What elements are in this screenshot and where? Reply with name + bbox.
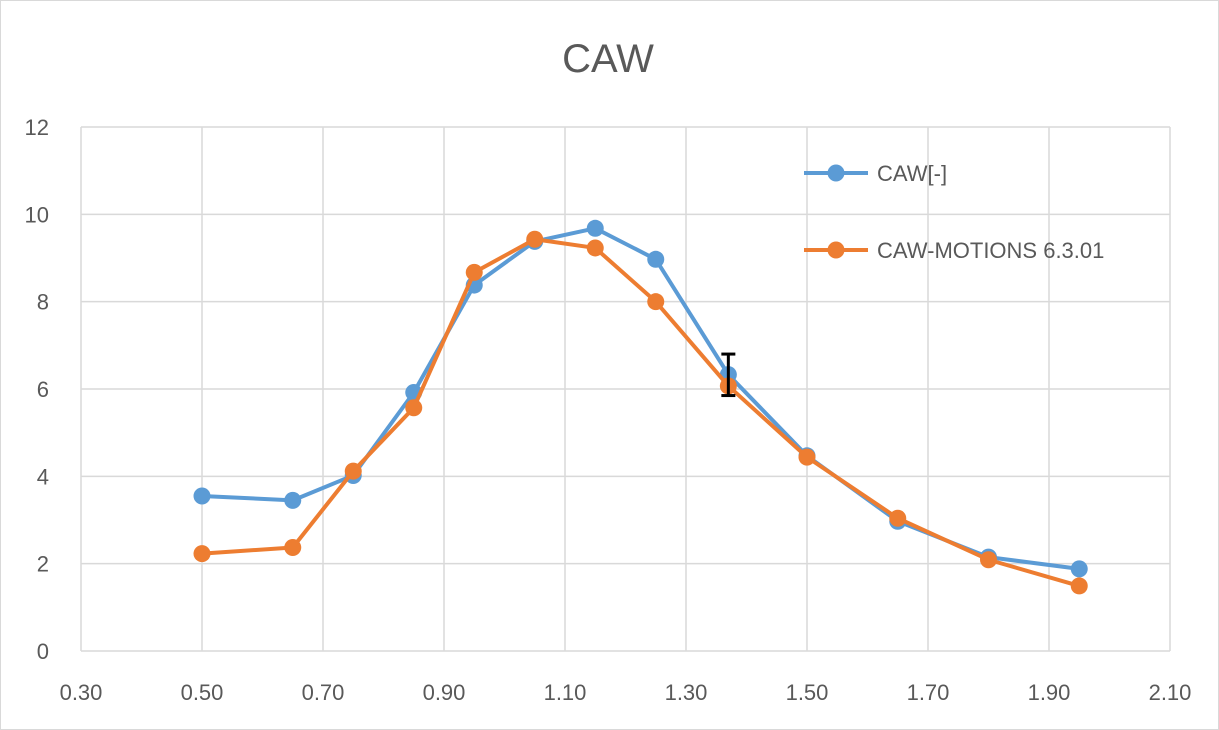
x-tick-label: 1.30 bbox=[665, 680, 708, 705]
chart-title: CAW bbox=[562, 37, 654, 81]
x-tick-label: 1.10 bbox=[544, 680, 587, 705]
x-tick-label: 0.70 bbox=[302, 680, 345, 705]
x-tick-label: 2.10 bbox=[1149, 680, 1192, 705]
data-point bbox=[980, 551, 997, 569]
tick-labels: 0 2 4 6 8 10 12 0.30 0.50 0.70 0.90 1.10 1.30 1.50 1.7… bbox=[25, 115, 1192, 705]
x-tick-label: 0.50 bbox=[181, 680, 224, 705]
error-bar bbox=[721, 352, 736, 398]
data-point bbox=[1070, 560, 1088, 578]
data-point bbox=[889, 509, 907, 527]
data-point bbox=[1070, 577, 1088, 595]
y-tick-label: 8 bbox=[37, 290, 49, 315]
data-point bbox=[193, 487, 211, 505]
series-line bbox=[201, 226, 1080, 571]
legend-entry: CAW[-] bbox=[804, 161, 947, 186]
y-tick-label: 12 bbox=[25, 115, 49, 140]
x-tick-label: 0.30 bbox=[60, 680, 103, 705]
legend: CAW[-] CAW-MOTIONS 6.3.01 bbox=[804, 161, 1104, 263]
x-tick-label: 1.70 bbox=[907, 680, 950, 705]
data-point bbox=[586, 219, 604, 237]
data-point bbox=[586, 239, 604, 257]
y-tick-label: 2 bbox=[37, 552, 49, 577]
series-2 bbox=[193, 230, 1088, 595]
data-point bbox=[284, 539, 302, 557]
x-tick-label: 1.50 bbox=[786, 680, 829, 705]
legend-entry: CAW-MOTIONS 6.3.01 bbox=[804, 238, 1104, 263]
series-lines bbox=[193, 219, 1088, 595]
y-tick-label: 10 bbox=[25, 202, 49, 227]
data-point bbox=[344, 462, 362, 480]
series-line bbox=[201, 237, 1080, 588]
data-point bbox=[798, 448, 816, 466]
data-point bbox=[465, 263, 483, 281]
y-tick-label: 4 bbox=[37, 464, 49, 489]
data-point bbox=[284, 491, 302, 509]
data-point bbox=[526, 230, 544, 248]
gridlines bbox=[80, 126, 1171, 652]
x-tick-label: 1.90 bbox=[1028, 680, 1071, 705]
legend-label: CAW[-] bbox=[877, 161, 947, 186]
data-point bbox=[647, 250, 665, 268]
legend-label: CAW-MOTIONS 6.3.01 bbox=[877, 238, 1104, 263]
series-1 bbox=[193, 219, 1088, 578]
data-point bbox=[193, 545, 211, 563]
legend-swatch-marker bbox=[827, 241, 845, 259]
data-point bbox=[405, 399, 423, 417]
x-tick-label: 0.90 bbox=[423, 680, 466, 705]
y-tick-label: 6 bbox=[37, 377, 49, 402]
y-tick-label: 0 bbox=[37, 639, 49, 664]
data-point bbox=[647, 293, 665, 311]
legend-swatch-marker bbox=[827, 164, 845, 182]
error-bars bbox=[721, 352, 736, 398]
